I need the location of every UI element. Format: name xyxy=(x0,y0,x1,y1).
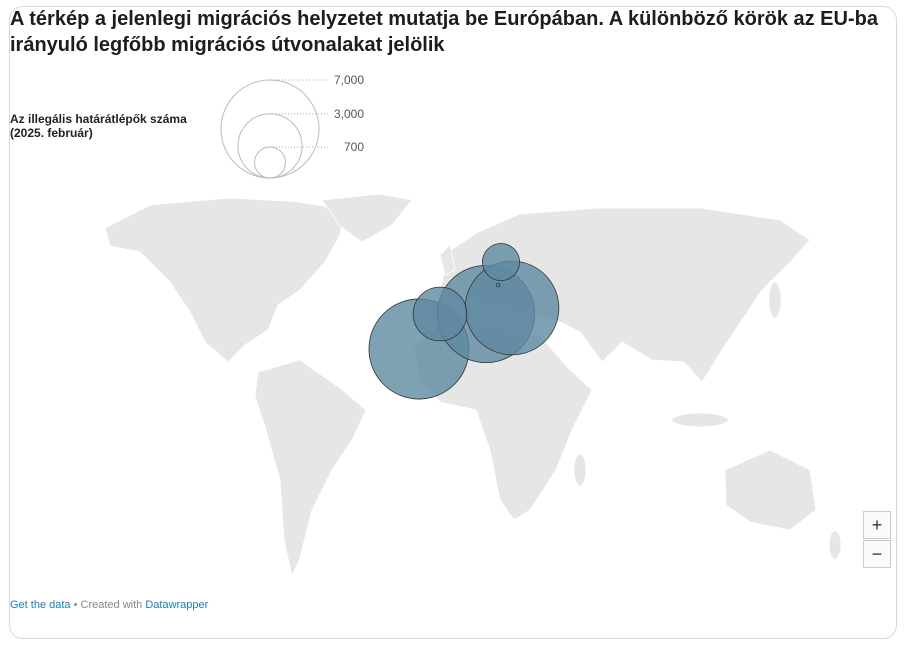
north-america xyxy=(104,197,346,363)
australia xyxy=(724,449,817,531)
land xyxy=(104,193,842,578)
legend-label: 700 xyxy=(344,140,364,154)
zoom-in[interactable]: + xyxy=(863,511,891,539)
madagascar xyxy=(573,453,587,487)
legend-title: Az illegális határátlépők száma (2025. f… xyxy=(10,112,187,140)
credit-link[interactable]: Datawrapper xyxy=(145,599,209,611)
card xyxy=(9,6,897,639)
route-bubble xyxy=(495,282,501,288)
route-bubble xyxy=(482,243,520,281)
get-data-link[interactable]: Get the data xyxy=(10,599,71,611)
greenland xyxy=(321,193,413,243)
legend-circle xyxy=(220,79,320,179)
title: A térkép a jelenlegi migrációs helyzetet… xyxy=(10,8,878,56)
route-bubble xyxy=(412,286,468,342)
footer-text: • Created with xyxy=(73,599,143,611)
legend-title-line: Az illegális határátlépők száma xyxy=(10,112,187,126)
legend-label: 7,000 xyxy=(334,73,364,87)
south-america xyxy=(254,359,367,578)
footer: Get the data • Created with Datawrapper xyxy=(10,599,208,611)
eurasia xyxy=(439,207,811,383)
zoom-out[interactable]: − xyxy=(863,540,891,568)
japan xyxy=(768,281,782,319)
uk xyxy=(439,244,456,276)
legend-circle xyxy=(254,146,286,179)
legend-title-line: (2025. február) xyxy=(10,126,93,140)
indonesia xyxy=(671,412,729,428)
legend-label: 3,000 xyxy=(334,107,364,121)
legend-circle xyxy=(237,113,303,179)
new-zealand xyxy=(828,530,842,560)
